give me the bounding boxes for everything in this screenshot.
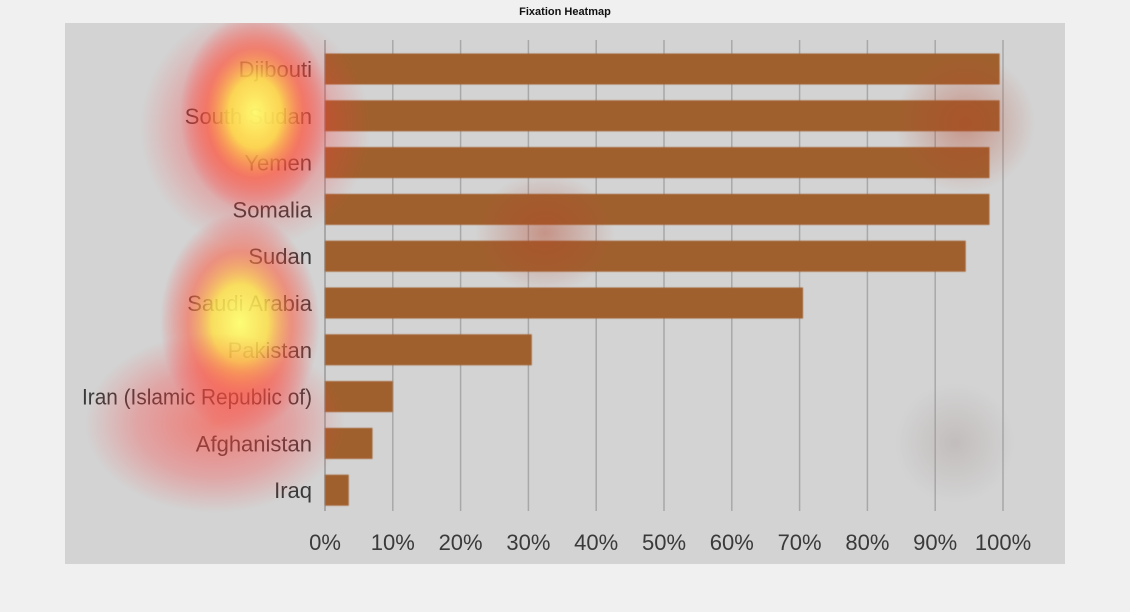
category-label: Afghanistan — [196, 431, 312, 456]
category-label: Somalia — [233, 197, 313, 222]
x-tick-label: 70% — [778, 530, 822, 555]
category-label: Iran (Islamic Republic of) — [82, 385, 312, 410]
bar — [325, 427, 373, 459]
x-tick-label: 100% — [975, 530, 1031, 555]
x-tick-label: 40% — [574, 530, 618, 555]
x-tick-label: 50% — [642, 530, 686, 555]
bar — [325, 474, 349, 506]
category-label: Iraq — [274, 478, 312, 503]
category-label: Sudan — [248, 244, 312, 269]
x-tick-label: 90% — [913, 530, 957, 555]
x-tick-label: 0% — [309, 530, 341, 555]
x-tick-label: 20% — [439, 530, 483, 555]
x-tick-label: 80% — [845, 530, 889, 555]
x-tick-label: 60% — [710, 530, 754, 555]
bar — [325, 193, 990, 225]
category-label: Yemen — [244, 151, 312, 176]
x-axis-ticks: 0% 10% 20% 30% 40% 50% 60% 70% 80% 90% 100% — [309, 530, 1031, 555]
category-labels: Djibouti South Sudan Yemen Somalia Sudan Saud… — [82, 57, 313, 503]
heatmap-panel: Djibouti South Sudan Yemen Somalia Sudan Saud… — [65, 23, 1065, 564]
bar-chart: Djibouti South Sudan Yemen Somalia Sudan Saud… — [82, 40, 1031, 555]
bar — [325, 240, 966, 272]
category-label: Pakistan — [228, 338, 312, 363]
bars — [325, 53, 1000, 506]
bar — [325, 381, 393, 413]
page-title: Fixation Heatmap — [519, 6, 611, 18]
category-label: South Sudan — [185, 104, 312, 129]
bar — [325, 147, 990, 179]
category-label: Djibouti — [239, 57, 312, 82]
bar — [325, 287, 803, 319]
x-tick-label: 30% — [506, 530, 550, 555]
bar — [325, 334, 532, 366]
bar — [325, 53, 1000, 85]
x-tick-label: 10% — [371, 530, 415, 555]
bar — [325, 100, 1000, 132]
category-label: Saudi Arabia — [187, 291, 313, 316]
